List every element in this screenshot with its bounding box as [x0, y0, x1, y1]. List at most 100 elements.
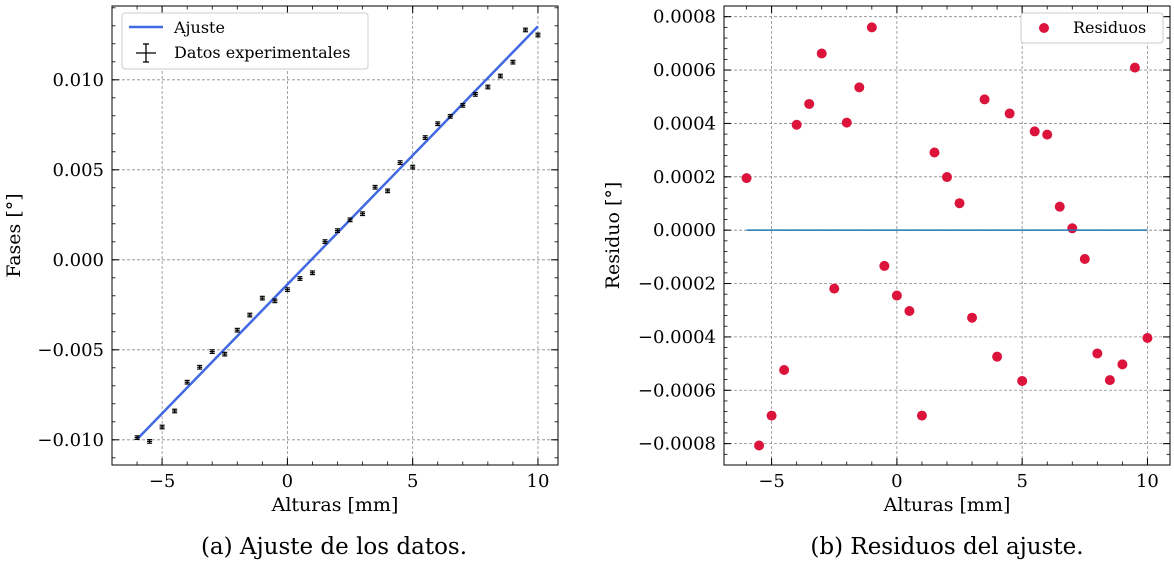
errorbar-point — [209, 349, 215, 354]
residual-point — [879, 260, 890, 271]
panel-a-caption: (a) Ajuste de los datos. — [201, 534, 467, 560]
legend-errorbar-swatch — [136, 43, 156, 63]
y-tick-label: −0.0002 — [638, 274, 716, 295]
errorbar-point — [184, 379, 190, 385]
x-tick-label: 5 — [407, 471, 418, 492]
residual-point — [891, 290, 902, 301]
errorbar-point — [272, 298, 278, 304]
errorbar-point — [372, 184, 378, 190]
y-tick-label: 0.010 — [52, 70, 104, 91]
x-tick-label: −5 — [149, 471, 176, 492]
x-tick-label: 10 — [1136, 471, 1159, 492]
panel-b-grid — [724, 6, 1170, 465]
errorbar-point — [347, 217, 353, 223]
residual-point — [1129, 62, 1140, 73]
errorbar-point — [259, 295, 265, 301]
legend-entry-residuos: Residuos — [1073, 18, 1146, 37]
panel-b-residuals: −5 0 5 10 −0.0008 −0.0006 −0.0004 −0.0002 0.0000… — [602, 5, 1171, 560]
residual-point — [1142, 332, 1153, 343]
residual-point — [1004, 108, 1015, 119]
y-tick-label: 0.000 — [52, 250, 104, 271]
panel-b-legend-box — [1020, 12, 1164, 44]
legend-entry-datos-experimentales: Datos experimentales — [174, 43, 350, 62]
residual-point — [1029, 126, 1040, 137]
panel-a-x-axis-label: Alturas [mm] — [271, 494, 399, 516]
panel-a-y-axis-label: Fases [°] — [3, 193, 25, 277]
residual-point — [816, 48, 827, 59]
y-tick-label: 0.0006 — [653, 60, 716, 81]
residual-point — [741, 173, 752, 184]
errorbar-point — [385, 188, 391, 194]
panel-a-grid — [112, 6, 558, 465]
errorbar-point — [234, 327, 240, 333]
panel-b-ticks — [724, 5, 1170, 465]
y-tick-label: 0.0008 — [653, 7, 716, 28]
residual-point — [829, 283, 840, 294]
panel-a-tick-labels: −5 0 5 10 −0.010 −0.005 0.000 0.005 0.010 — [37, 70, 549, 492]
residual-point — [1067, 223, 1078, 234]
y-tick-label: −0.0004 — [638, 327, 716, 348]
errorbar-point — [535, 32, 541, 38]
errorbar-point — [172, 408, 178, 414]
x-tick-label: 0 — [891, 471, 902, 492]
residual-point — [804, 98, 815, 109]
errorbar-point — [322, 239, 328, 245]
residual-point — [979, 94, 990, 105]
y-tick-label: 0.0004 — [653, 113, 716, 134]
y-tick-label: 0.005 — [52, 160, 104, 181]
residual-point — [841, 117, 852, 128]
errorbar-point — [335, 228, 341, 234]
panel-a-ticks — [111, 6, 558, 465]
errorbar-point — [472, 91, 478, 97]
errorbar-point — [497, 73, 503, 79]
panel-a-marks — [134, 25, 541, 444]
errorbar-point — [284, 287, 290, 293]
panel-b-caption: (b) Residuos del ajuste. — [810, 534, 1083, 560]
residual-point — [942, 172, 952, 183]
residual-point — [904, 306, 915, 317]
panel-b-marks — [741, 22, 1153, 451]
residual-point — [1079, 253, 1090, 264]
x-tick-label: 0 — [282, 471, 293, 492]
residual-point — [916, 410, 927, 421]
residual-point — [954, 198, 965, 209]
y-tick-label: −0.010 — [37, 430, 104, 451]
errorbar-point — [447, 113, 453, 119]
y-tick-label: −0.0008 — [638, 434, 716, 455]
residual-point — [1117, 359, 1128, 370]
residual-point — [1092, 348, 1103, 359]
panel-b-x-axis-label: Alturas [mm] — [883, 494, 1011, 516]
panel-b-axes-frame — [723, 5, 1171, 466]
errorbar-point — [522, 27, 528, 33]
errorbar-point — [134, 435, 140, 441]
residual-point — [779, 364, 790, 375]
residual-point — [967, 312, 978, 323]
errorbar-point — [147, 439, 153, 444]
errorbar-point — [222, 351, 228, 357]
errorbar-point — [360, 211, 366, 217]
errorbar-point — [197, 364, 203, 370]
errorbar-point — [247, 312, 253, 318]
panel-a-fit: −5 0 5 10 −0.010 −0.005 0.000 0.005 0.010 Altura… — [3, 5, 559, 560]
errorbar-point — [460, 102, 466, 108]
panel-b-legend: Residuos — [1020, 12, 1164, 44]
panel-a-legend: Ajuste Datos experimentales — [121, 12, 369, 70]
errorbar-point — [297, 276, 303, 281]
panel-a-axes-frame — [111, 5, 559, 466]
residual-point — [992, 351, 1003, 362]
errorbar-point — [309, 270, 315, 276]
x-tick-label: −5 — [758, 471, 785, 492]
panel-b-y-axis-label: Residuo [°] — [602, 182, 624, 290]
residual-point — [866, 22, 877, 33]
residual-point — [791, 119, 802, 130]
errorbar-point — [510, 59, 516, 65]
errorbar-point — [485, 84, 491, 90]
y-tick-label: 0.0000 — [653, 220, 716, 241]
y-tick-label: 0.0002 — [653, 167, 716, 188]
errorbar-point — [435, 121, 441, 127]
residual-point — [754, 440, 765, 451]
y-tick-label: −0.005 — [37, 340, 104, 361]
panel-a-legend-box — [121, 12, 369, 70]
residual-point — [929, 147, 940, 158]
